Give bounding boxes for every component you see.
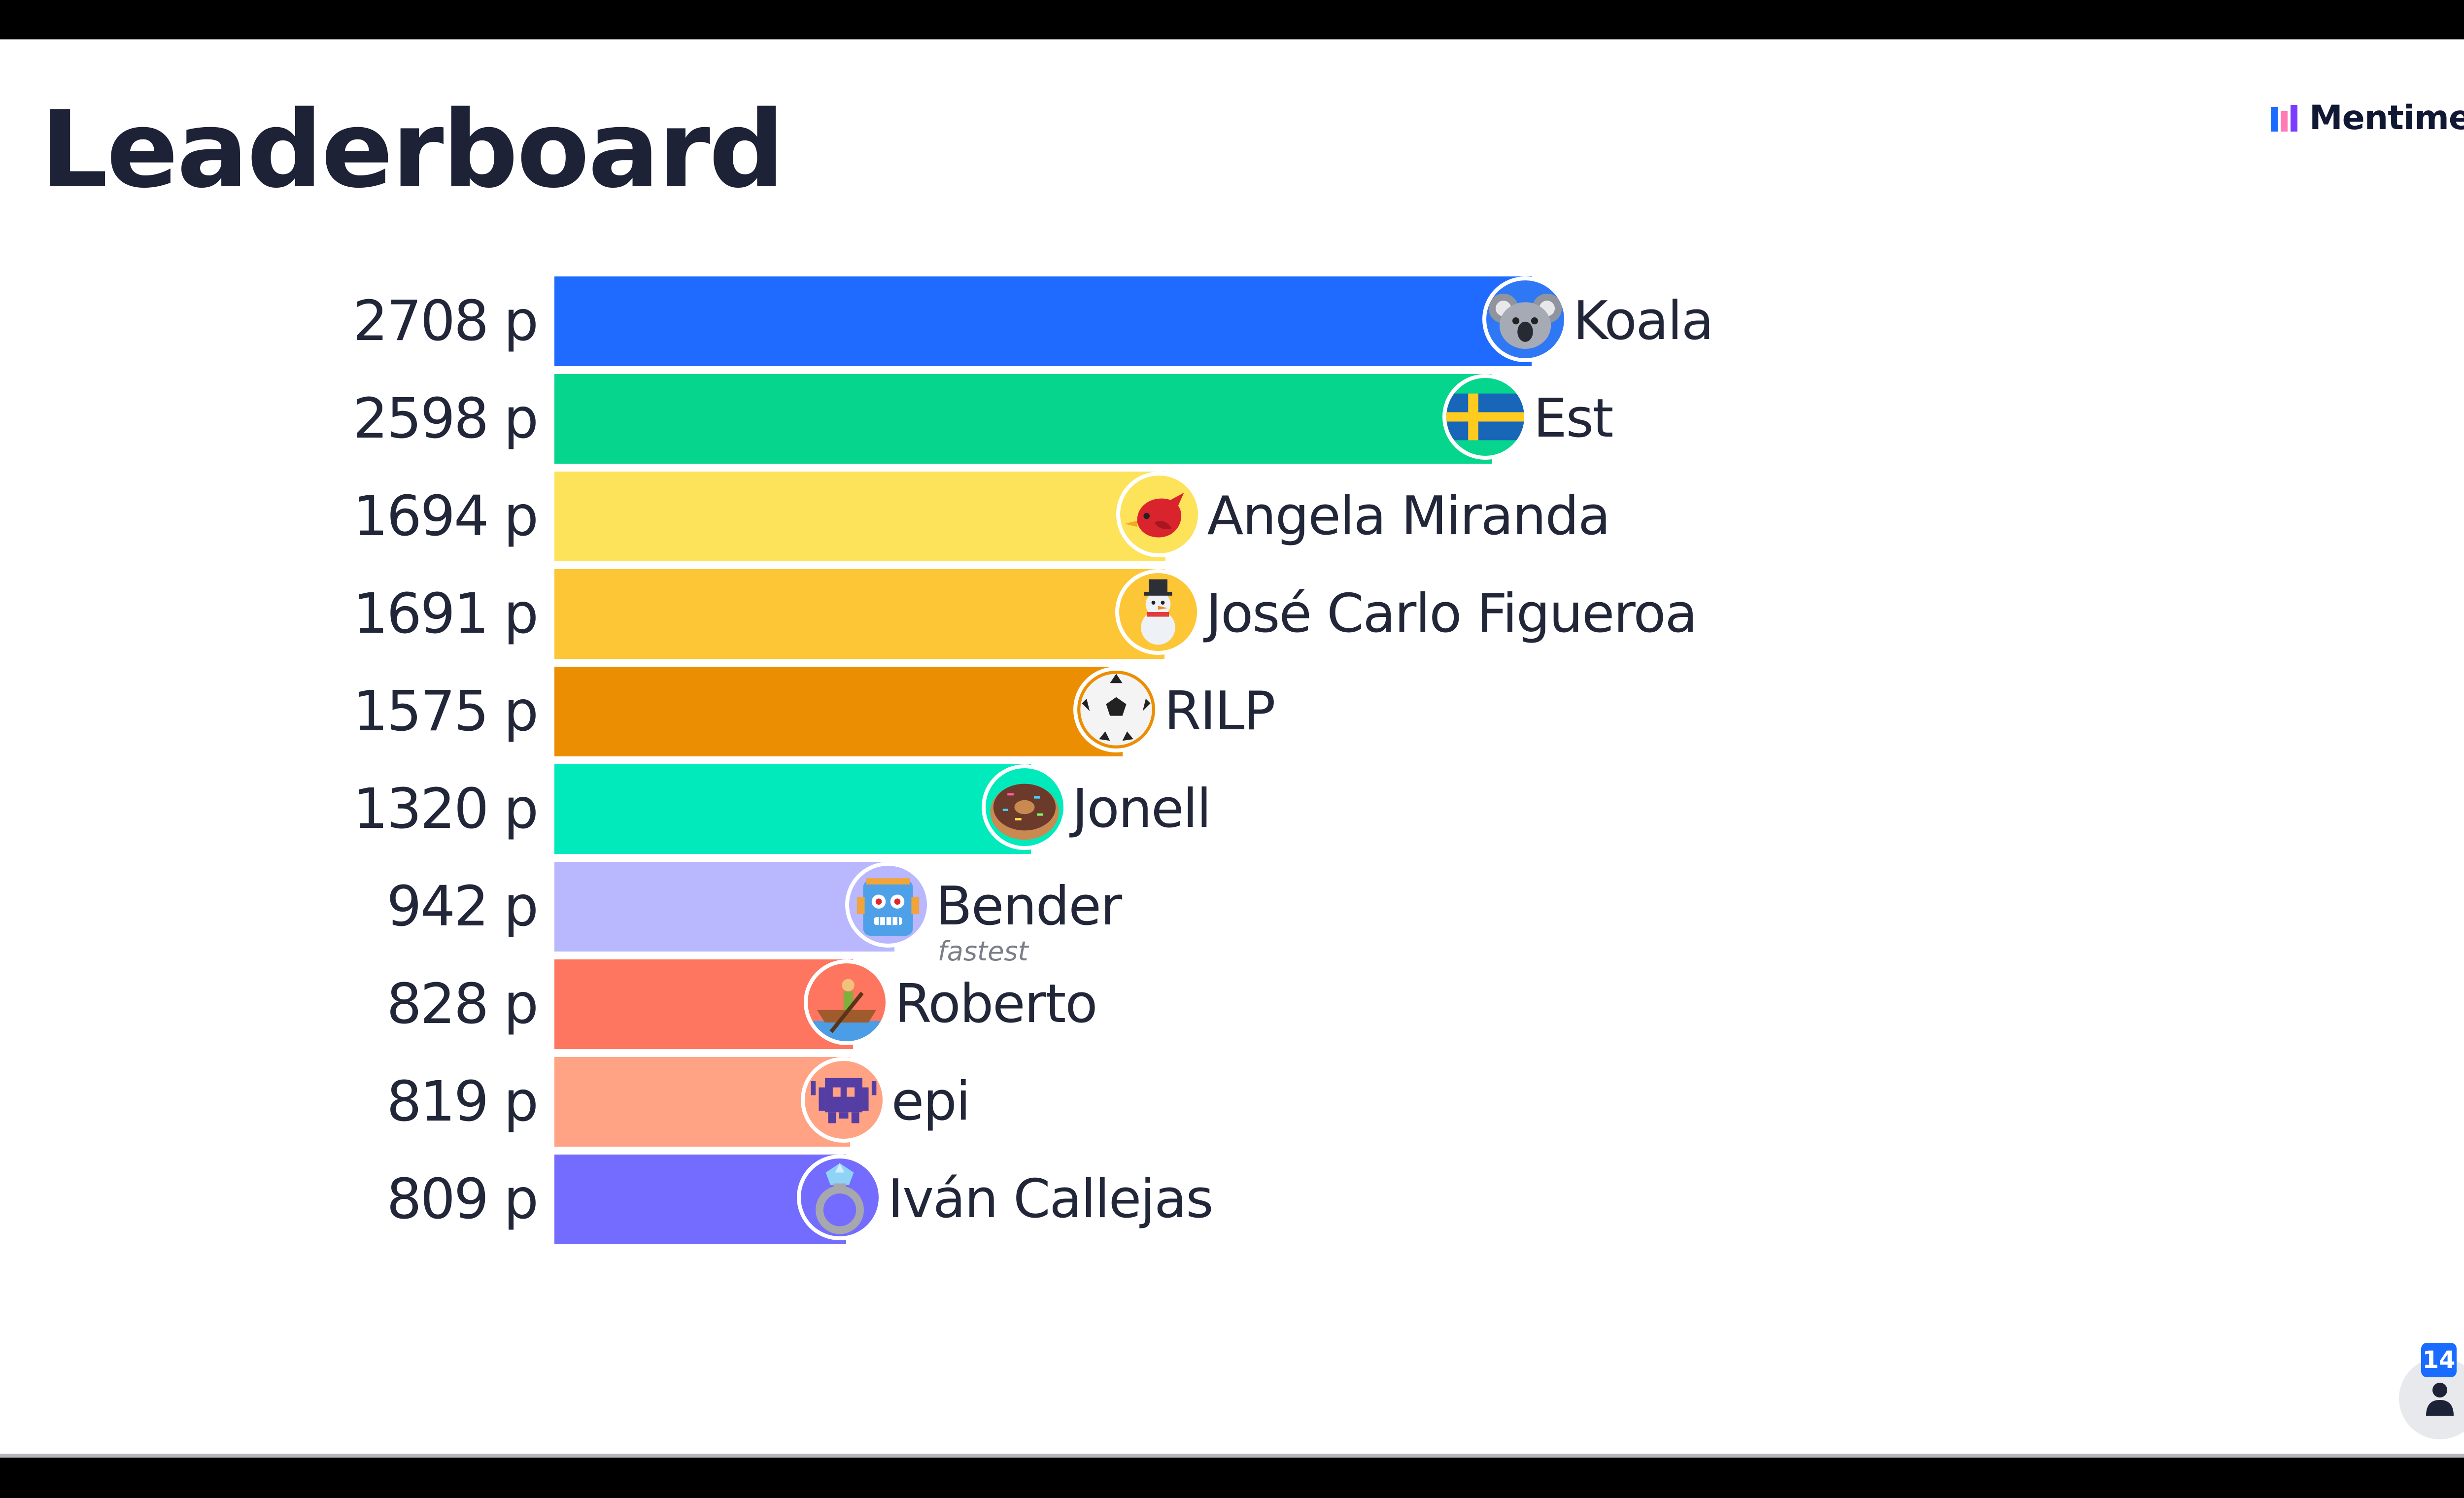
fastest-label: fastest [937, 936, 1028, 967]
player-name: Angela Miranda [1207, 485, 1610, 547]
mentimeter-logo-icon [2271, 104, 2297, 132]
mentimeter-brand: Mentimeter [2270, 99, 2464, 137]
score-bar [554, 374, 1492, 464]
player-name: José Carlo Figueroa [1206, 583, 1697, 645]
score-label: 819 p [386, 1070, 539, 1134]
player-name: epi [891, 1071, 971, 1132]
leaderboard-row: 1320 p Jonell [0, 764, 1823, 854]
score-label: 828 p [386, 972, 539, 1036]
player-name: Jonell [1072, 778, 1212, 840]
leaderboard-chart: 2708 p Koala 2598 p Est 1694 p Angela Miranda… [0, 276, 1823, 1262]
leaderboard-row: 1694 p Angela Miranda [0, 472, 1823, 561]
robot-icon [845, 862, 931, 948]
score-bar [554, 667, 1123, 756]
score-label: 2708 p [353, 289, 539, 353]
participants-widget[interactable]: 14 [2399, 1343, 2464, 1441]
score-label: 2598 p [353, 387, 539, 451]
bird-icon [1116, 472, 1202, 557]
sweden-flag-icon [1442, 374, 1529, 460]
score-bar [554, 569, 1165, 659]
ring-icon [797, 1155, 883, 1240]
score-bar [554, 472, 1166, 561]
score-label: 809 p [386, 1167, 539, 1231]
leaderboard-row: 828 p Roberto [0, 959, 1823, 1049]
score-bar [554, 764, 1031, 854]
person-icon [2426, 1383, 2454, 1416]
leaderboard-row: 809 p Iván Callejas [0, 1155, 1823, 1244]
leaderboard-row: 1691 p José Carlo Figueroa [0, 569, 1823, 659]
leaderboard-row: 819 p epi [0, 1057, 1823, 1147]
leaderboard-row: 1575 p RILP [0, 667, 1823, 756]
player-name: Iván Callejas [888, 1168, 1213, 1230]
leaderboard-row: 2598 p Est [0, 374, 1823, 464]
score-bar [554, 276, 1532, 366]
soccer-ball-icon [1073, 667, 1160, 752]
space-invader-icon [800, 1057, 887, 1143]
player-name: Roberto [894, 973, 1097, 1035]
page-title: Leaderboard [40, 88, 785, 211]
player-name: Est [1533, 388, 1613, 449]
score-label: 1691 p [353, 582, 539, 646]
rowboat-icon [804, 959, 890, 1045]
player-name: RILP [1164, 681, 1275, 742]
leaderboard-row: 2708 p Koala [0, 276, 1823, 366]
bottom-divider [0, 1454, 2464, 1458]
player-name: Bender [935, 876, 1122, 937]
score-label: 1320 p [353, 777, 539, 841]
score-label: 1575 p [353, 680, 539, 744]
score-label: 942 p [386, 875, 539, 939]
koala-icon [1482, 276, 1568, 362]
score-label: 1694 p [353, 484, 539, 548]
brand-name: Mentimeter [2309, 99, 2464, 137]
score-bar [554, 862, 894, 952]
donut-icon [981, 764, 1067, 850]
slide: Leaderboard Mentimeter 2708 p Koala 2598 p… [0, 39, 2464, 1456]
leaderboard-row: 942 p Bender fastest [0, 862, 1823, 967]
participant-count-badge: 14 [2421, 1343, 2457, 1377]
player-name: Koala [1573, 290, 1714, 352]
score-bar [554, 959, 854, 1049]
snowman-icon [1115, 569, 1201, 655]
